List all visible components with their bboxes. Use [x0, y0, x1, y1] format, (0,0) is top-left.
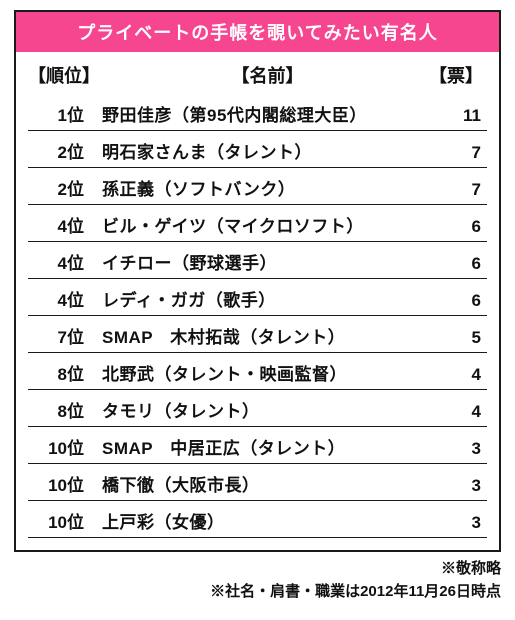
cell-rank: 4位 [28, 286, 102, 311]
cell-votes: 5 [437, 328, 487, 348]
cell-name: 北野武（タレント・映画監督） [102, 360, 437, 385]
ranking-panel: プライベートの手帳を覗いてみたい有名人 【順位】 【名前】 【票】 1位野田佳彦… [14, 10, 501, 552]
table-row: 7位SMAP 木村拓哉（タレント）5 [28, 316, 487, 353]
cell-votes: 6 [437, 291, 487, 311]
table-body: 1位野田佳彦（第95代内閣総理大臣）112位明石家さんま（タレント）72位孫正義… [16, 92, 499, 550]
cell-rank: 1位 [28, 101, 102, 126]
cell-votes: 4 [437, 365, 487, 385]
cell-votes: 4 [437, 402, 487, 422]
header-rank: 【順位】 [28, 62, 118, 88]
cell-rank: 2位 [28, 175, 102, 200]
table-row: 4位イチロー（野球選手）6 [28, 242, 487, 279]
cell-name: タモリ（タレント） [102, 397, 437, 422]
footnote-line: ※社名・肩書・職業は2012年11月26日時点 [14, 581, 501, 604]
cell-votes: 7 [437, 180, 487, 200]
cell-name: SMAP 木村拓哉（タレント） [102, 323, 437, 348]
cell-name: イチロー（野球選手） [102, 249, 437, 274]
table-row: 2位明石家さんま（タレント）7 [28, 131, 487, 168]
table-row: 10位上戸彩（女優）3 [28, 501, 487, 538]
cell-rank: 8位 [28, 360, 102, 385]
cell-votes: 11 [437, 106, 487, 126]
table-row: 1位野田佳彦（第95代内閣総理大臣）11 [28, 94, 487, 131]
table-row: 10位SMAP 中居正広（タレント）3 [28, 427, 487, 464]
header-votes: 【票】 [417, 62, 487, 88]
header-name: 【名前】 [118, 62, 417, 88]
cell-votes: 3 [437, 476, 487, 496]
table-row: 4位レディ・ガガ（歌手）6 [28, 279, 487, 316]
cell-votes: 6 [437, 254, 487, 274]
cell-name: 孫正義（ソフトバンク） [102, 175, 437, 200]
table-row: 2位孫正義（ソフトバンク）7 [28, 168, 487, 205]
cell-name: 明石家さんま（タレント） [102, 138, 437, 163]
cell-name: ビル・ゲイツ（マイクロソフト） [102, 212, 437, 237]
cell-rank: 10位 [28, 471, 102, 496]
table-header: 【順位】 【名前】 【票】 [16, 52, 499, 92]
table-row: 8位北野武（タレント・映画監督）4 [28, 353, 487, 390]
cell-rank: 10位 [28, 508, 102, 533]
cell-votes: 3 [437, 439, 487, 459]
cell-votes: 7 [437, 143, 487, 163]
table-row: 8位タモリ（タレント）4 [28, 390, 487, 427]
cell-rank: 4位 [28, 249, 102, 274]
cell-name: 上戸彩（女優） [102, 508, 437, 533]
table-row: 4位ビル・ゲイツ（マイクロソフト）6 [28, 205, 487, 242]
cell-rank: 10位 [28, 434, 102, 459]
cell-name: SMAP 中居正広（タレント） [102, 434, 437, 459]
cell-name: レディ・ガガ（歌手） [102, 286, 437, 311]
cell-rank: 7位 [28, 323, 102, 348]
cell-name: 橋下徹（大阪市長） [102, 471, 437, 496]
footnote-line: ※敬称略 [14, 558, 501, 581]
cell-name: 野田佳彦（第95代内閣総理大臣） [102, 101, 437, 126]
cell-votes: 6 [437, 217, 487, 237]
table-row: 10位橋下徹（大阪市長）3 [28, 464, 487, 501]
panel-title: プライベートの手帳を覗いてみたい有名人 [16, 12, 499, 52]
cell-votes: 3 [437, 513, 487, 533]
footnotes: ※敬称略 ※社名・肩書・職業は2012年11月26日時点 [14, 552, 501, 603]
cell-rank: 2位 [28, 138, 102, 163]
cell-rank: 8位 [28, 397, 102, 422]
cell-rank: 4位 [28, 212, 102, 237]
